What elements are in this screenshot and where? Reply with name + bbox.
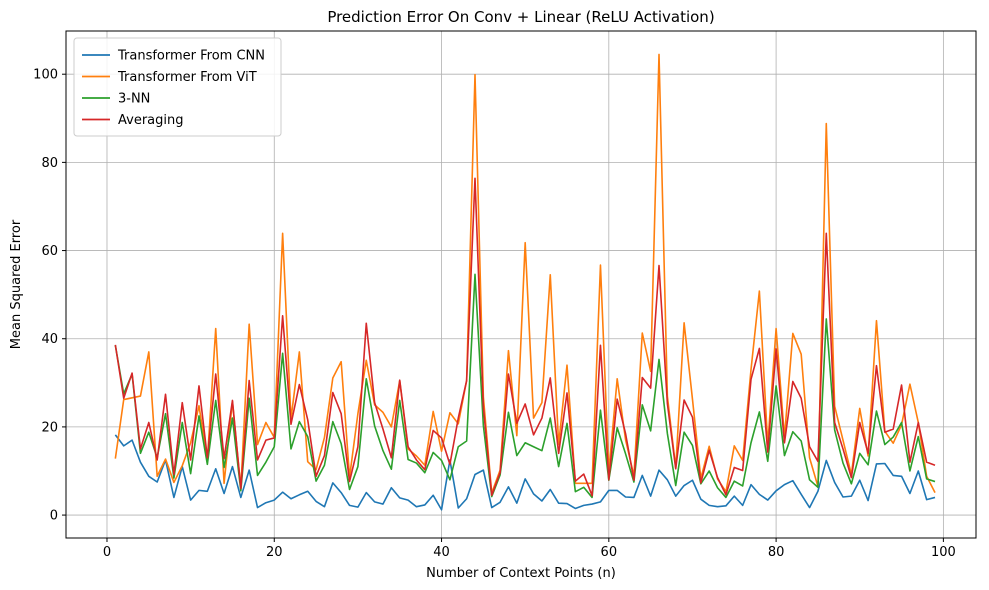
axis-ticks: 0 20 40 60 80 100 0 20 40 60 80 100	[33, 68, 956, 560]
y-tick-label: 20	[41, 420, 58, 435]
chart-title: Prediction Error On Conv + Linear (ReLU …	[327, 8, 714, 26]
legend-entry: Averaging	[118, 113, 184, 128]
plot-frame	[65, 30, 977, 539]
y-axis-label: Mean Squared Error	[9, 219, 24, 349]
y-tick-label: 100	[33, 68, 58, 83]
legend-entry: 3-NN	[118, 92, 150, 107]
y-tick-label: 40	[41, 332, 58, 347]
series-line-3-nn	[114, 273, 936, 499]
series-lines	[114, 53, 936, 511]
x-tick-label: 0	[103, 545, 111, 560]
y-tick-label: 60	[41, 244, 58, 259]
x-tick-label: 20	[266, 545, 283, 560]
legend-entry: Transformer From ViT	[117, 70, 257, 85]
x-tick-label: 80	[768, 545, 785, 560]
y-tick-label: 80	[41, 156, 58, 171]
series-line-averaging	[114, 177, 936, 497]
legend: Transformer From CNN Transformer From ViT…	[73, 37, 282, 137]
series-line-transformer-from-vit	[114, 53, 936, 494]
y-tick-label: 0	[50, 509, 58, 524]
x-tick-label: 60	[601, 545, 618, 560]
x-axis-label: Number of Context Points (n)	[426, 566, 616, 581]
legend-entry: Transformer From CNN	[117, 49, 265, 64]
x-tick-label: 100	[931, 545, 956, 560]
x-tick-label: 40	[433, 545, 450, 560]
legend-box	[73, 37, 282, 137]
series-line-transformer-from-cnn	[114, 434, 936, 511]
